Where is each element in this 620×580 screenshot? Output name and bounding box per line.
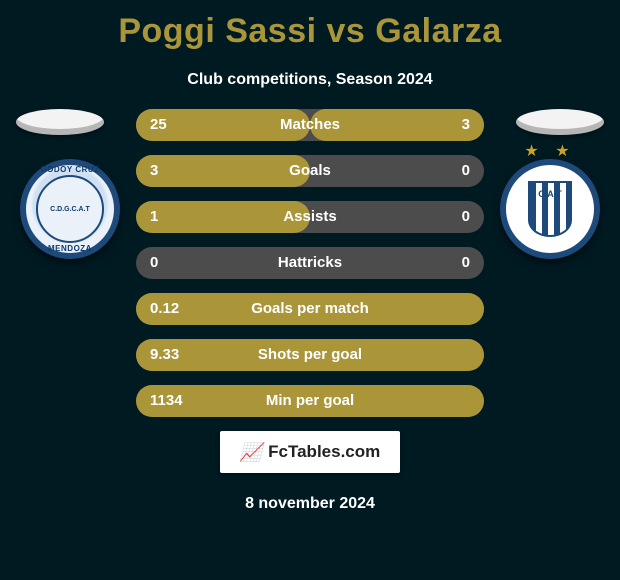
crest-inner-text: C.A.T <box>500 189 600 199</box>
stat-label: Goals per match <box>136 293 484 325</box>
stat-label: Hattricks <box>136 247 484 279</box>
brand-text: FcTables.com <box>268 442 380 462</box>
jersey-icon <box>16 109 104 135</box>
stat-row: Min per goal1134 <box>136 385 484 417</box>
stat-value-right: 0 <box>462 201 470 233</box>
stat-value-right: 3 <box>462 109 470 141</box>
stat-value-left: 25 <box>150 109 167 141</box>
jersey-left <box>16 109 104 135</box>
stat-label: Min per goal <box>136 385 484 417</box>
stat-row: Goals3 0 <box>136 155 484 187</box>
stat-label: Shots per goal <box>136 339 484 371</box>
crest-inner-text: C.D.G.C.A.T <box>50 206 90 213</box>
crest-inner-icon <box>510 169 590 249</box>
stat-row: Hattricks0 0 <box>136 247 484 279</box>
stat-value-left: 1 <box>150 201 158 233</box>
page-title: Poggi Sassi vs Galarza <box>0 0 620 51</box>
stat-value-right: 0 <box>462 155 470 187</box>
crest-top-text: GODOY CRUZ <box>20 165 120 174</box>
stat-value-left: 0 <box>150 247 158 279</box>
club-crest-right: ★ ★ C.A.T <box>500 159 600 259</box>
stat-row: Shots per goal9.33 <box>136 339 484 371</box>
stat-value-left: 1134 <box>150 385 183 417</box>
crest-inner-icon: C.D.G.C.A.T <box>36 175 104 243</box>
stat-row: Assists1 0 <box>136 201 484 233</box>
subtitle: Club competitions, Season 2024 <box>0 71 620 89</box>
chart-icon: 📈 <box>240 442 262 463</box>
stat-label: Goals <box>136 155 484 187</box>
crest-bottom-text: MENDOZA <box>20 244 120 253</box>
brand-badge[interactable]: 📈 FcTables.com <box>220 431 400 473</box>
stat-label: Assists <box>136 201 484 233</box>
date-stamp: 8 november 2024 <box>0 495 620 513</box>
stat-rows: Matches253Goals30Assists10Hattricks00Goa… <box>136 109 484 417</box>
jersey-icon <box>516 109 604 135</box>
stat-row: Goals per match0.12 <box>136 293 484 325</box>
club-crest-left: GODOY CRUZ MENDOZA C.D.G.C.A.T <box>20 159 120 259</box>
jersey-right <box>516 109 604 135</box>
stat-value-right: 0 <box>462 247 470 279</box>
stars-icon: ★ ★ <box>500 141 600 161</box>
stat-value-left: 0.12 <box>150 293 179 325</box>
stat-value-left: 9.33 <box>150 339 179 371</box>
stat-row: Matches25 3 <box>136 109 484 141</box>
stat-value-left: 3 <box>150 155 158 187</box>
comparison-panel: GODOY CRUZ MENDOZA C.D.G.C.A.T ★ ★ C.A.T… <box>0 109 620 513</box>
stat-label: Matches <box>136 109 484 141</box>
